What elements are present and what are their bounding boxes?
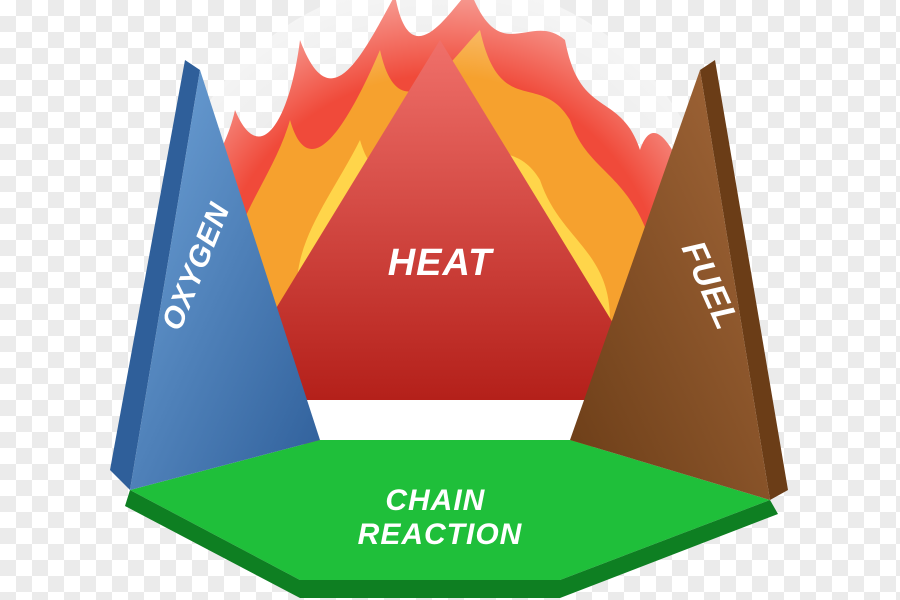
heat-label: HEAT xyxy=(388,242,494,284)
fire-tetrahedron-diagram: HEAT OXYGEN FUEL CHAIN REACTION xyxy=(0,0,900,600)
chain-reaction-edge-front xyxy=(300,580,560,598)
diagram-svg: HEAT OXYGEN FUEL CHAIN REACTION xyxy=(0,0,900,600)
